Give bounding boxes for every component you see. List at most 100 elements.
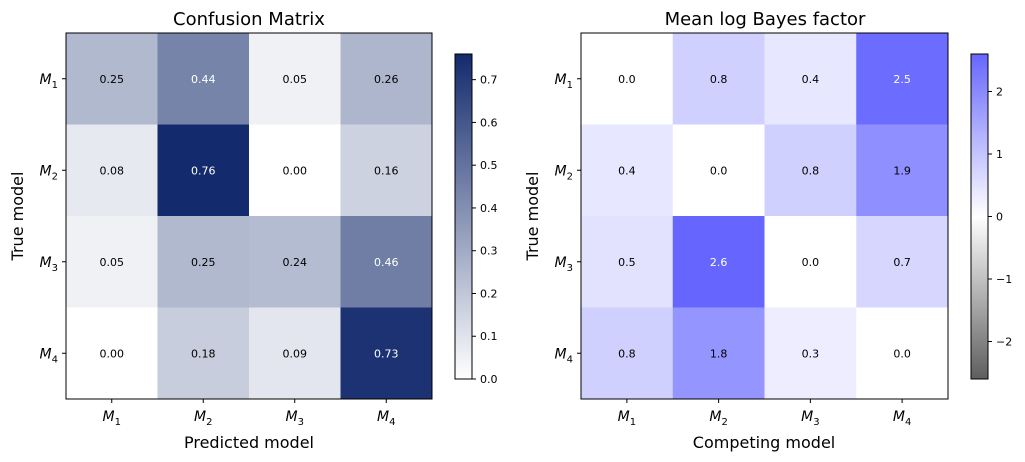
- cell-value-label: 0.05: [100, 256, 125, 269]
- cell-value-label: 0.25: [100, 73, 125, 86]
- heatmap-cell: [856, 124, 949, 217]
- heatmap-cell: [581, 216, 674, 308]
- y-tick-label: M2: [40, 163, 58, 182]
- confusion-matrix-colorbar: [454, 53, 473, 380]
- colorbar-tick-label: −2: [996, 336, 1012, 349]
- heatmap-cell: [66, 216, 158, 308]
- heatmap-cell: [764, 124, 857, 217]
- y-tick-label: M3: [555, 255, 573, 274]
- heatmap-cell: [157, 216, 250, 308]
- cell-value-label: 2.5: [893, 73, 911, 86]
- colorbar-tick-label: 0.4: [480, 202, 498, 215]
- cell-value-label: 0.4: [802, 73, 820, 86]
- heatmap-cell: [340, 307, 433, 400]
- heatmap-cell: [249, 33, 341, 125]
- cell-value-label: 0.8: [710, 73, 728, 86]
- heatmap-cell: [672, 307, 765, 400]
- cell-value-label: 2.6: [710, 256, 728, 269]
- heatmap-cell: [581, 33, 674, 125]
- heatmap-cell: [249, 216, 341, 308]
- cell-value-label: 0.25: [191, 256, 216, 269]
- x-tick-label: M3: [286, 409, 304, 428]
- confusion-matrix-cells: 0.25 0.44 0.05 0.26 0.08 0.76 0.00 0.16 0.05 0.25…: [66, 33, 433, 400]
- x-tick-label: M4: [377, 409, 395, 428]
- cell-value-label: 0.5: [618, 256, 636, 269]
- x-tick-label: M2: [194, 409, 212, 428]
- cell-value-label: 0.4: [618, 164, 636, 177]
- bayes-factor-frame: [580, 32, 949, 400]
- cell-value-label: 0.0: [802, 256, 820, 269]
- heatmap-cell: [856, 33, 949, 125]
- heatmap-cell: [66, 124, 158, 217]
- cell-value-label: 0.16: [374, 164, 399, 177]
- colorbar-tick-label: 0.3: [480, 245, 498, 258]
- cell-value-label: 1.9: [893, 164, 911, 177]
- heatmap-cell: [764, 307, 857, 400]
- cell-value-label: 0.46: [374, 256, 399, 269]
- x-tick-label: M2: [709, 409, 727, 428]
- y-tick-label: M3: [40, 255, 58, 274]
- cell-value-label: 0.0: [618, 73, 636, 86]
- bayes-factor-title: Mean log Bayes factor: [665, 9, 866, 30]
- confusion-matrix-axis-ticks: M1 M2 M3 M4 M1 M2 M3 M4: [40, 72, 396, 428]
- y-tick-label: M2: [555, 163, 573, 182]
- colorbar-tick-label: 0.2: [480, 287, 498, 300]
- x-tick-label: M1: [103, 409, 121, 428]
- heatmap-cell: [581, 124, 674, 217]
- heatmap-cell: [856, 216, 949, 308]
- confusion-matrix-frame: [65, 32, 433, 400]
- bayes-factor-colorbar: [970, 53, 989, 380]
- heatmap-cell: [764, 33, 857, 125]
- cell-value-label: 0.0: [710, 164, 728, 177]
- confusion-matrix-title: Confusion Matrix: [173, 9, 325, 30]
- heatmap-cell: [157, 33, 250, 125]
- heatmap-cell: [157, 307, 250, 400]
- cell-value-label: 0.76: [191, 164, 216, 177]
- colorbar-tick-label: 0.5: [480, 159, 498, 172]
- colorbar-tick-label: −1: [996, 273, 1012, 286]
- cell-value-label: 0.05: [283, 73, 308, 86]
- heatmap-cell: [672, 33, 765, 125]
- heatmap-cell: [764, 216, 857, 308]
- cell-value-label: 0.7: [893, 256, 911, 269]
- heatmap-cell: [157, 124, 250, 217]
- bayes-factor-panel: Mean log Bayes factor 0.0 0.8 0.4 2.5 0.4 0.0…: [523, 9, 1012, 452]
- cell-value-label: 0.0: [893, 347, 911, 360]
- heatmap-cell: [66, 33, 158, 125]
- cell-value-label: 0.00: [283, 164, 308, 177]
- bayes-factor-ylabel: True model: [523, 172, 542, 262]
- bayes-factor-colorbar-ticks: −2 −1 0 1 2: [988, 86, 1012, 349]
- x-tick-label: M1: [618, 409, 636, 428]
- heatmap-cell: [249, 307, 341, 400]
- cell-value-label: 0.3: [802, 347, 820, 360]
- heatmap-cell: [672, 216, 765, 308]
- heatmap-cell: [66, 307, 158, 400]
- cell-value-label: 0.8: [802, 164, 820, 177]
- bayes-factor-xlabel: Competing model: [693, 433, 835, 452]
- heatmap-cell: [340, 33, 433, 125]
- colorbar-tick-label: 0.6: [480, 116, 498, 129]
- heatmap-cell: [856, 307, 949, 400]
- confusion-matrix-colorbar-ticks: 0.0 0.1 0.2 0.3 0.4 0.5 0.6 0.7: [472, 74, 498, 386]
- cell-value-label: 0.09: [283, 347, 308, 360]
- cell-value-label: 0.24: [283, 256, 308, 269]
- colorbar-tick-label: 0.7: [480, 74, 498, 87]
- colorbar-tick-label: 0: [996, 211, 1003, 224]
- bayes-factor-cells: 0.0 0.8 0.4 2.5 0.4 0.0 0.8 1.9 0.5 2.6 0.0 0.7 0.8 1…: [581, 33, 949, 400]
- x-tick-label: M3: [801, 409, 819, 428]
- cell-value-label: 0.73: [374, 347, 399, 360]
- heatmap-cell: [340, 216, 433, 308]
- cell-value-label: 0.18: [191, 347, 216, 360]
- y-tick-label: M4: [40, 346, 58, 365]
- colorbar-tick-label: 1: [996, 148, 1003, 161]
- confusion-matrix-ylabel: True model: [8, 172, 27, 262]
- x-tick-label: M4: [893, 409, 911, 428]
- heatmap-cell: [672, 124, 765, 217]
- colorbar-tick-label: 2: [996, 86, 1003, 99]
- y-tick-label: M1: [555, 72, 573, 91]
- colorbar-tick-label: 0.0: [480, 373, 498, 386]
- cell-value-label: 0.08: [100, 164, 125, 177]
- confusion-matrix-xlabel: Predicted model: [184, 433, 314, 452]
- heatmap-cell: [249, 124, 341, 217]
- y-tick-label: M4: [555, 346, 573, 365]
